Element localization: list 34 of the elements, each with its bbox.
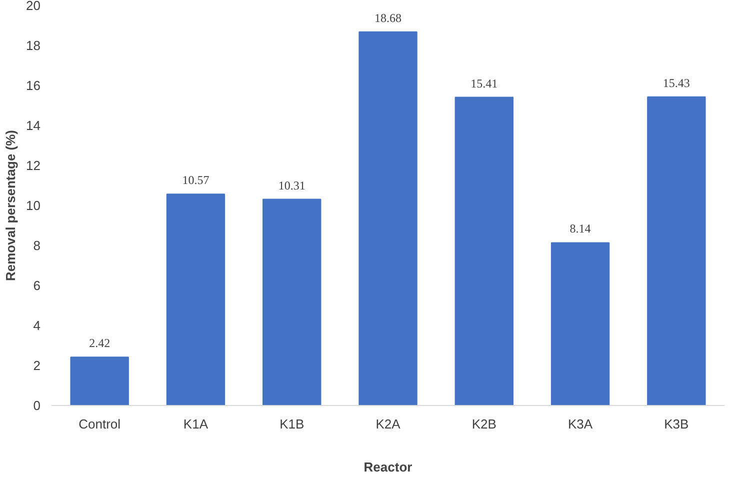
y-tick-label: 6 (33, 278, 41, 293)
y-tick-label: 2 (33, 358, 41, 373)
x-tick-label: K1B (280, 416, 304, 432)
y-tick-label: 10 (26, 198, 41, 213)
data-label: 18.68 (374, 10, 402, 25)
bar (550, 242, 610, 406)
x-tick-label: Control (78, 416, 121, 432)
x-tick-label: K2B (472, 416, 496, 432)
x-axis-title: Reactor (364, 460, 412, 474)
bar (70, 356, 129, 406)
bar (166, 194, 226, 406)
bar (454, 96, 514, 406)
bar (262, 198, 322, 406)
y-tick-label: 20 (26, 0, 41, 13)
x-tick-label: K3B (664, 416, 689, 432)
data-label: 2.42 (89, 336, 110, 350)
y-tick-label: 18 (26, 38, 41, 53)
y-tick-label: 12 (26, 158, 41, 173)
bar (358, 31, 418, 406)
x-tick-label: K3A (568, 416, 593, 432)
data-label: 15.43 (662, 76, 690, 90)
y-tick-label: 16 (26, 78, 41, 93)
data-label: 10.31 (278, 178, 306, 192)
y-tick-label: 8 (33, 238, 41, 253)
y-tick-label: 0 (33, 398, 41, 413)
data-label: 15.41 (470, 76, 498, 90)
x-tick-label: K1A (183, 416, 208, 432)
y-tick-label: 14 (26, 118, 41, 133)
y-tick-label: 4 (33, 318, 41, 333)
y-axis-title: Removal persentage (%) (3, 130, 18, 281)
data-label: 10.57 (182, 173, 210, 188)
bar (647, 96, 706, 406)
data-label: 8.14 (570, 222, 591, 236)
x-tick-label: K2A (376, 416, 401, 432)
